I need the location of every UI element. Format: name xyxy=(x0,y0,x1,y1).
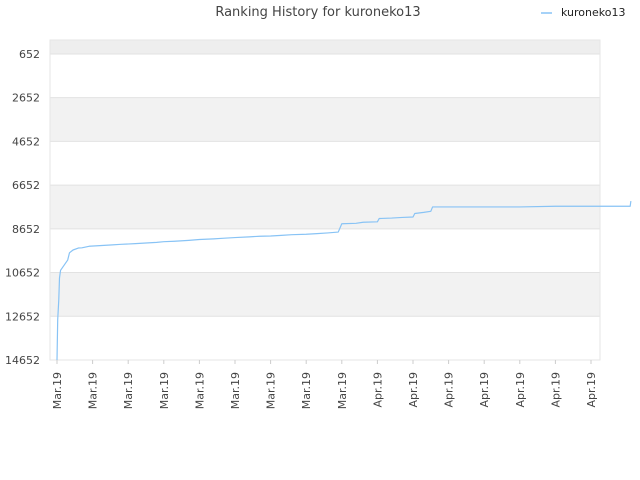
x-tick-label: Apr.19 xyxy=(549,372,562,408)
x-tick-label: Apr.19 xyxy=(514,372,527,408)
x-tick-label: Mar.19 xyxy=(265,372,278,409)
series-line-kuroneko13 xyxy=(56,200,632,361)
x-tick-label: Apr.19 xyxy=(371,372,384,408)
series-layer xyxy=(56,200,632,361)
plot-background-bands xyxy=(50,40,600,360)
background-band xyxy=(50,53,600,98)
legend[interactable]: kuroneko13 xyxy=(541,6,625,19)
background-band xyxy=(50,272,600,317)
x-tick-label: Apr.19 xyxy=(443,372,456,408)
y-tick-label: 8652 xyxy=(12,223,40,236)
y-axis-ticks: 652 2652 4652 6652 8652 10652 12652 14652 xyxy=(5,48,40,367)
x-tick-label: Mar.19 xyxy=(229,372,242,409)
x-tick-label: Mar.19 xyxy=(51,372,64,409)
x-tick-label: Apr.19 xyxy=(478,372,491,408)
y-tick-label: 12652 xyxy=(5,310,40,323)
background-band xyxy=(50,40,600,54)
x-tick-label: Mar.19 xyxy=(300,372,313,409)
x-tick-label: Mar.19 xyxy=(336,372,349,409)
x-tick-label: Apr.19 xyxy=(407,372,420,408)
y-tick-label: 14652 xyxy=(5,354,40,367)
y-tick-label: 2652 xyxy=(12,92,40,105)
y-tick-label: 4652 xyxy=(12,135,40,148)
background-band xyxy=(50,228,600,273)
y-tick-label: 6652 xyxy=(12,179,40,192)
x-tick-label: Apr.19 xyxy=(585,372,598,408)
background-band xyxy=(50,97,600,142)
chart-title: Ranking History for kuroneko13 xyxy=(215,5,420,20)
x-axis-ticks: Mar.19 Mar.19 Mar.19 Mar.19 Mar.19 Mar.19 Mar.… xyxy=(51,360,598,409)
x-tick-label: Mar.19 xyxy=(158,372,171,409)
background-band xyxy=(50,141,600,186)
legend-label: kuroneko13 xyxy=(561,6,625,19)
background-band xyxy=(50,316,600,360)
x-tick-label: Mar.19 xyxy=(193,372,206,409)
y-tick-label: 10652 xyxy=(5,267,40,280)
x-tick-label: Mar.19 xyxy=(87,372,100,409)
y-tick-label: 652 xyxy=(19,48,40,61)
plot-frame xyxy=(49,39,601,361)
x-tick-label: Mar.19 xyxy=(122,372,135,409)
